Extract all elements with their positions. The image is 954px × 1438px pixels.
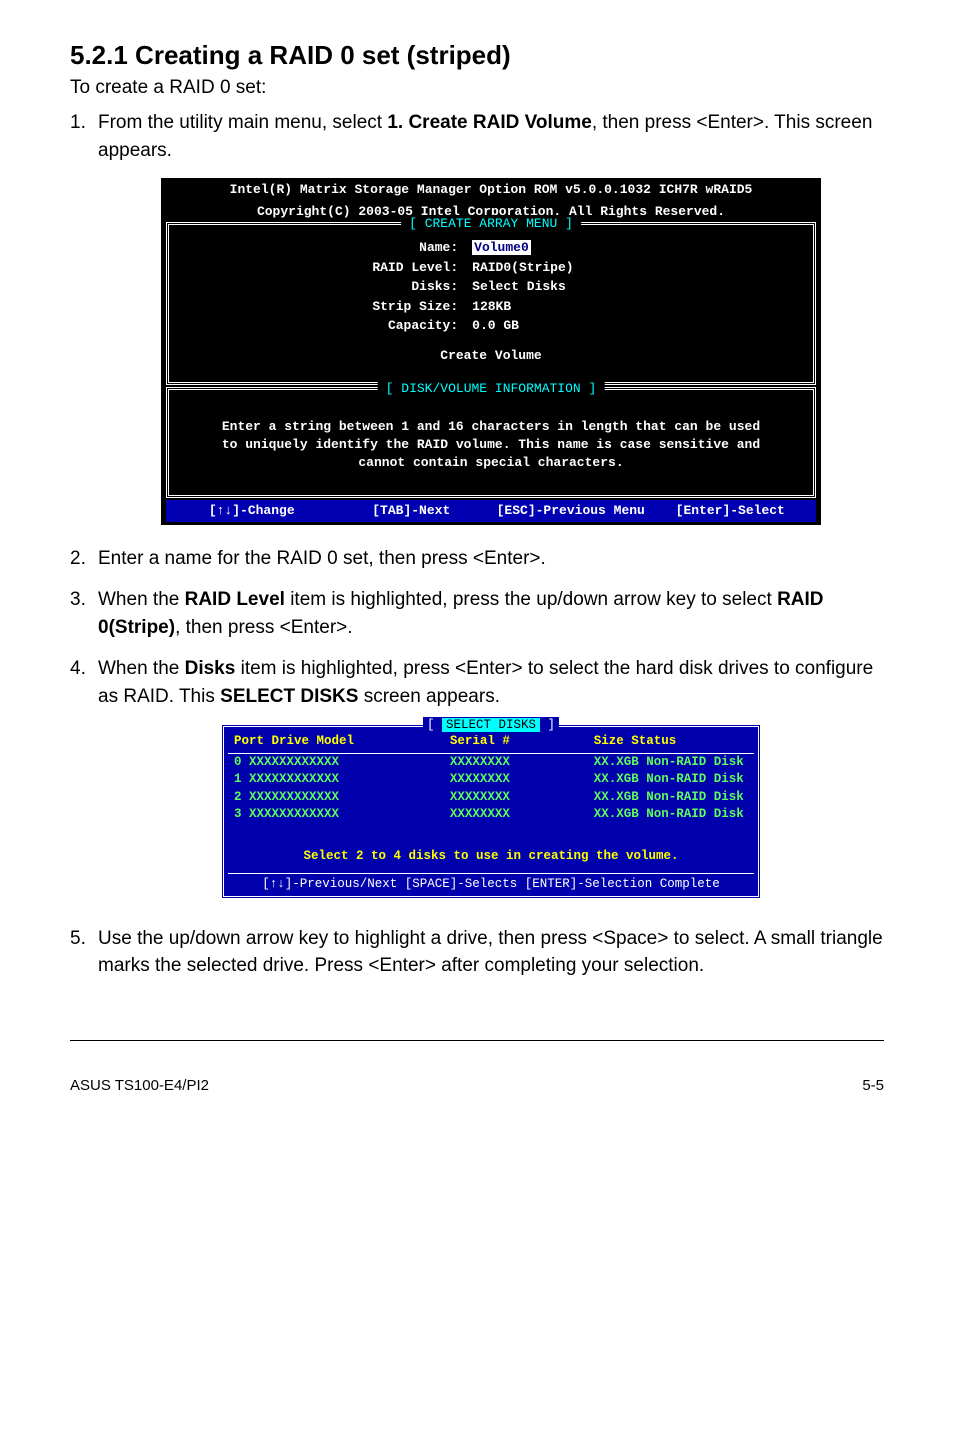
nav-prev: [ESC]-Previous Menu — [491, 502, 651, 520]
raid-level-value[interactable]: RAID0(Stripe) — [472, 259, 805, 277]
hdr-port: Port Drive Model — [234, 733, 450, 751]
select-disks-footer: [↑↓]-Previous/Next [SPACE]-Selects [ENTE… — [224, 874, 758, 896]
terminal-navbar: [↑↓]-Change [TAB]-Next [ESC]-Previous Me… — [166, 500, 816, 522]
nav-change: [↑↓]-Change — [172, 502, 332, 520]
disk-row[interactable]: 2 XXXXXXXXXXXXXXXXXXXXXX.XGB Non-RAID Di… — [224, 789, 758, 807]
capacity-label: Capacity: — [177, 317, 472, 335]
hdr-serial: Serial # — [450, 733, 594, 751]
disk-row[interactable]: 3 XXXXXXXXXXXXXXXXXXXXXX.XGB Non-RAID Di… — [224, 806, 758, 824]
disk-port: 2 XXXXXXXXXXXX — [234, 789, 450, 807]
select-disks-msg: Select 2 to 4 disks to use in creating t… — [224, 824, 758, 874]
disk-status: XX.XGB Non-RAID Disk — [594, 754, 748, 772]
info-line-2: to uniquely identify the RAID volume. Th… — [187, 436, 795, 454]
disk-serial: XXXXXXXX — [450, 754, 594, 772]
terminal-title-1: Intel(R) Matrix Storage Manager Option R… — [162, 179, 820, 201]
step-4: 4. When the Disks item is highlighted, p… — [70, 655, 884, 899]
disk-serial: XXXXXXXX — [450, 806, 594, 824]
disk-row[interactable]: 1 XXXXXXXXXXXXXXXXXXXXXX.XGB Non-RAID Di… — [224, 771, 758, 789]
step-2: 2. Enter a name for the RAID 0 set, then… — [70, 545, 884, 573]
terminal-select-disks: [ SELECT DISKS ] Port Drive Model Serial… — [221, 724, 761, 899]
page-heading: 5.2.1 Creating a RAID 0 set (striped) — [70, 40, 884, 71]
page-footer: ASUS TS100-E4/PI2 5-5 — [70, 1040, 884, 1094]
create-array-title: [ CREATE ARRAY MENU ] — [401, 215, 581, 233]
step-number: 2. — [70, 545, 86, 573]
strip-size-label: Strip Size: — [177, 298, 472, 316]
disk-serial: XXXXXXXX — [450, 771, 594, 789]
strip-size-value[interactable]: 128KB — [472, 298, 805, 316]
name-value[interactable]: Volume0 — [472, 240, 531, 255]
capacity-value[interactable]: 0.0 GB — [472, 317, 805, 335]
footer-left: ASUS TS100-E4/PI2 — [70, 1077, 209, 1094]
create-volume-action[interactable]: Create Volume — [177, 347, 805, 365]
subtitle: To create a RAID 0 set: — [70, 77, 884, 99]
disk-status: XX.XGB Non-RAID Disk — [594, 771, 748, 789]
disk-volume-info-title: [ DISK/VOLUME INFORMATION ] — [378, 380, 605, 398]
disk-port: 3 XXXXXXXXXXXX — [234, 806, 450, 824]
disk-status: XX.XGB Non-RAID Disk — [594, 789, 748, 807]
hdr-size: Size Status — [594, 733, 748, 751]
disks-label: Disks: — [177, 278, 472, 296]
select-disks-title: SELECT DISKS — [442, 718, 540, 732]
steps-list: 1. From the utility main menu, select 1.… — [70, 109, 884, 980]
info-line-3: cannot contain special characters. — [187, 454, 795, 472]
disk-status: XX.XGB Non-RAID Disk — [594, 806, 748, 824]
step-number: 1. — [70, 109, 86, 137]
step-5: 5. Use the up/down arrow key to highligh… — [70, 925, 884, 980]
nav-select: [Enter]-Select — [651, 502, 811, 520]
info-line-1: Enter a string between 1 and 16 characte… — [187, 418, 795, 436]
disk-serial: XXXXXXXX — [450, 789, 594, 807]
disk-port: 1 XXXXXXXXXXXX — [234, 771, 450, 789]
step-1: 1. From the utility main menu, select 1.… — [70, 109, 884, 525]
disk-volume-info-box: [ DISK/VOLUME INFORMATION ] Enter a stri… — [166, 387, 816, 498]
step-number: 4. — [70, 655, 86, 683]
step-number: 3. — [70, 586, 86, 614]
name-label: Name: — [177, 239, 472, 257]
step-number: 5. — [70, 925, 86, 953]
disk-rows: 0 XXXXXXXXXXXXXXXXXXXXXX.XGB Non-RAID Di… — [224, 754, 758, 824]
step-3: 3. When the RAID Level item is highlight… — [70, 586, 884, 641]
terminal-create-array: Intel(R) Matrix Storage Manager Option R… — [161, 178, 821, 525]
raid-level-label: RAID Level: — [177, 259, 472, 277]
create-array-box: [ CREATE ARRAY MENU ] Name: Volume0 RAID… — [166, 222, 816, 385]
disks-value[interactable]: Select Disks — [472, 278, 805, 296]
disk-row[interactable]: 0 XXXXXXXXXXXXXXXXXXXXXX.XGB Non-RAID Di… — [224, 754, 758, 772]
select-disks-title-wrap: [ SELECT DISKS ] — [423, 717, 559, 735]
disk-port: 0 XXXXXXXXXXXX — [234, 754, 450, 772]
footer-right: 5-5 — [862, 1077, 884, 1094]
nav-next: [TAB]-Next — [332, 502, 492, 520]
